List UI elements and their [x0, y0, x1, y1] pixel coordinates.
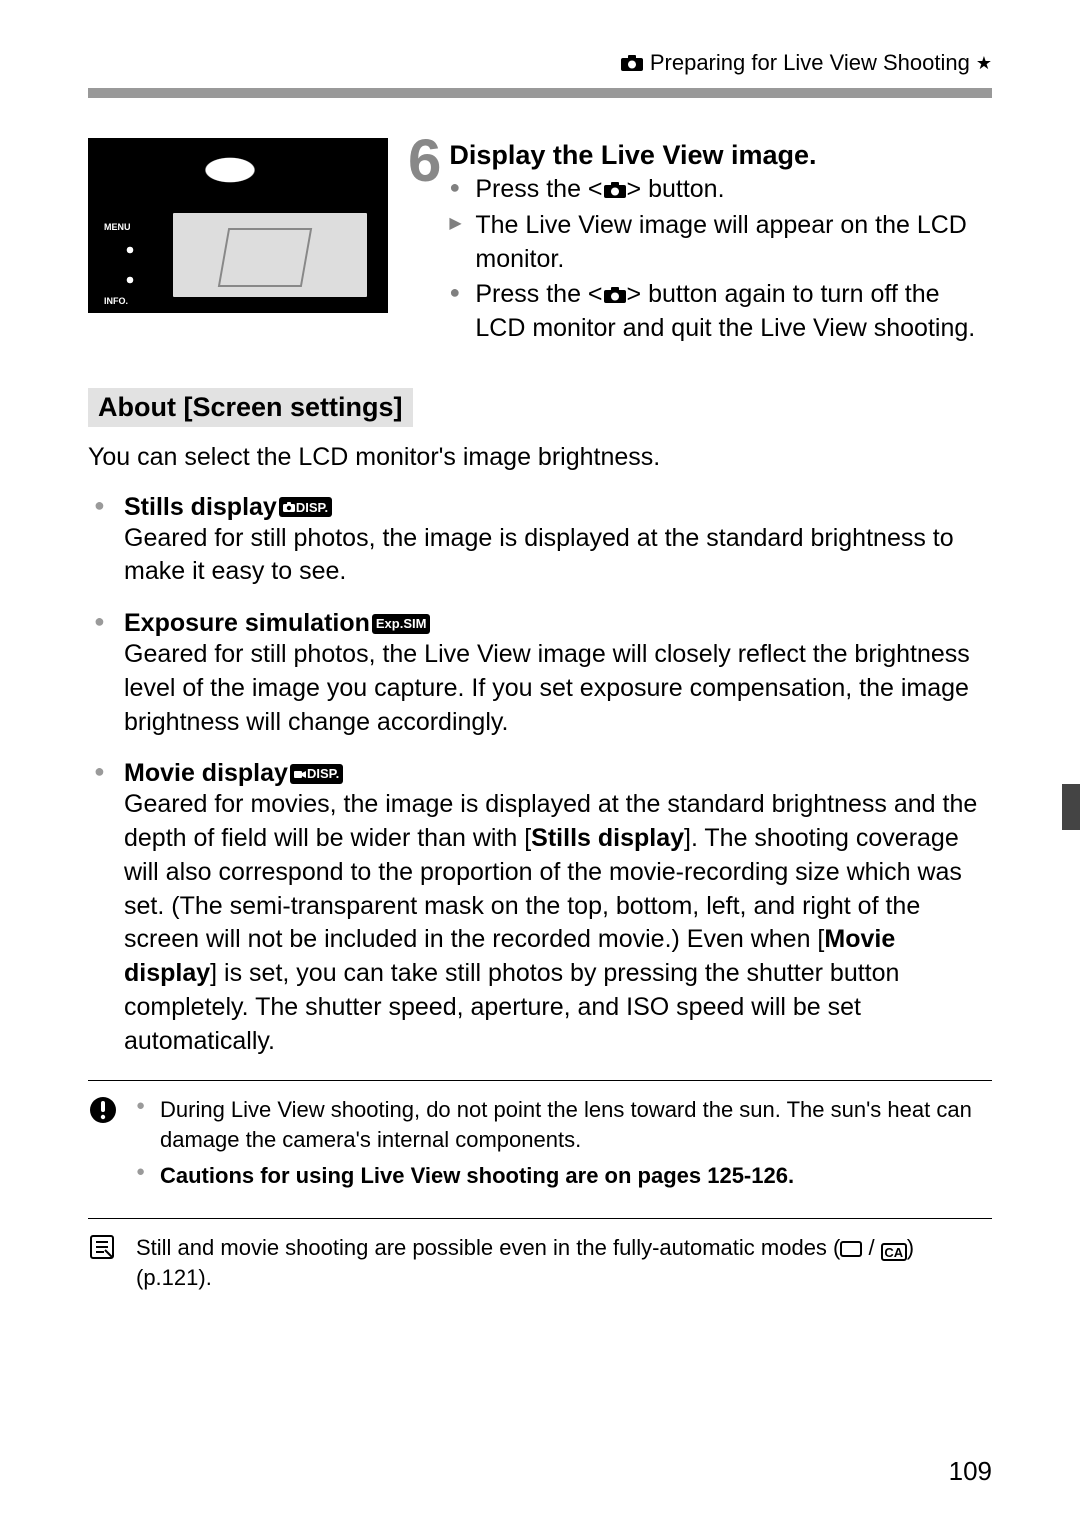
note-text: Still and movie shooting are possible ev…: [136, 1233, 992, 1292]
setting-title-text: Movie display: [124, 759, 288, 788]
section-intro: You can select the LCD monitor's image b…: [88, 441, 992, 475]
camera-illustration: MENU INFO.: [88, 138, 388, 313]
caution-box: During Live View shooting, do not point …: [88, 1080, 992, 1196]
expsim-badge: Exp.SIM: [372, 614, 431, 634]
camera-icon: [620, 54, 644, 72]
page-number: 109: [949, 1456, 992, 1487]
liveview-button-icon: [603, 286, 627, 304]
step-item: The Live View image will appear on the L…: [475, 209, 992, 277]
auto-mode-icon: [840, 1241, 862, 1257]
step-6: MENU INFO. 6 Display the Live View image…: [88, 138, 992, 348]
setting-movie: Movie display DISP. Geared for movies, t…: [88, 759, 992, 1058]
header-rule: [88, 88, 992, 98]
step-title: Display the Live View image.: [449, 138, 992, 173]
setting-title-text: Exposure simulation: [124, 609, 370, 638]
page-header: Preparing for Live View Shooting ★: [88, 50, 992, 88]
liveview-button-icon: [603, 181, 627, 199]
setting-body: Geared for movies, the image is displaye…: [124, 788, 992, 1058]
section-heading: About [Screen settings]: [88, 388, 413, 427]
setting-exposure: Exposure simulation Exp.SIM Geared for s…: [88, 609, 992, 739]
step-number: 6: [408, 134, 441, 188]
setting-body: Geared for still photos, the image is di…: [124, 522, 992, 590]
step-item: Press the <> button again to turn off th…: [475, 278, 992, 346]
caution-item: During Live View shooting, do not point …: [136, 1095, 992, 1154]
stills-badge: DISP.: [279, 497, 332, 517]
caution-item: Cautions for using Live View shooting ar…: [136, 1161, 992, 1191]
star-icon: ★: [976, 53, 992, 74]
manual-page: Preparing for Live View Shooting ★ MENU …: [0, 0, 1080, 1521]
setting-body: Geared for still photos, the Live View i…: [124, 638, 992, 739]
setting-stills: Stills display DISP. Geared for still ph…: [88, 493, 992, 590]
settings-list: Stills display DISP. Geared for still ph…: [88, 493, 992, 1059]
note-box: Still and movie shooting are possible ev…: [88, 1218, 992, 1292]
header-title: Preparing for Live View Shooting: [650, 50, 970, 76]
movie-badge: DISP.: [290, 764, 343, 784]
ca-mode-icon: CA: [881, 1243, 907, 1261]
setting-title-text: Stills display: [124, 493, 277, 522]
note-icon: [88, 1233, 120, 1292]
step-item: Press the <> button.: [475, 173, 992, 207]
caution-icon: [88, 1095, 120, 1196]
